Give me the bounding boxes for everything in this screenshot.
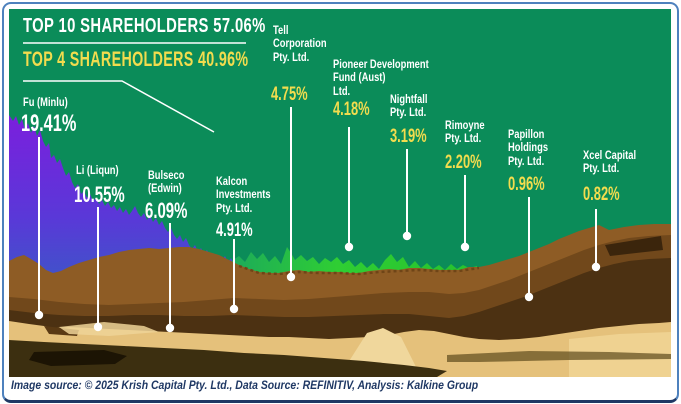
- shareholder-name-xcel: Xcel Capital Pty. Ltd.: [583, 148, 637, 176]
- chart-subtitle: TOP 4 SHAREHOLDERS 40.96%: [23, 48, 249, 71]
- shareholder-pct-nightfall: 3.19%: [390, 126, 427, 147]
- callout-dot-nightfall: [402, 231, 412, 241]
- callout-dot-tell: [286, 272, 296, 282]
- callout-dots: [34, 231, 601, 333]
- shareholder-pct-fu: 19.41%: [21, 110, 77, 137]
- shareholder-pct-li: 10.55%: [74, 182, 125, 207]
- landscape-canvas: TOP 10 SHAREHOLDERS 57.06% TOP 4 SHAREHO…: [9, 9, 671, 377]
- bottom-dark-band: [9, 340, 447, 377]
- shareholder-name-kalcon: Kalcon Investments Pty. Ltd.: [216, 174, 271, 215]
- shareholder-pct-bulseco: 6.09%: [145, 198, 188, 223]
- callout-lines: [38, 107, 597, 328]
- shareholder-pct-tell: 4.75%: [271, 84, 308, 105]
- shareholder-pct-papillon: 0.96%: [508, 174, 545, 195]
- shareholder-name-bulseco: Bulseco (Edwin): [148, 168, 185, 196]
- subtitle-underline-pointer: [23, 80, 215, 133]
- sand-light-left: [59, 322, 159, 336]
- callout-dot-li: [93, 322, 103, 332]
- callout-dot-kalcon: [229, 304, 239, 314]
- shareholder-name-pioneer: Pioneer Development Fund (Aust) Ltd.: [333, 57, 429, 98]
- shareholder-pct-rimoyne: 2.20%: [445, 152, 482, 173]
- chart-title: TOP 10 SHAREHOLDERS 57.06%: [23, 15, 266, 37]
- ridge-shadow-patch: [605, 236, 663, 256]
- shareholder-name-li: Li (Liqun): [76, 163, 119, 177]
- bottom-streak: [447, 351, 671, 362]
- callout-dot-pioneer: [344, 242, 354, 252]
- landscape-illustration: [9, 9, 671, 377]
- shareholder-pct-xcel: 0.82%: [583, 184, 620, 205]
- callout-dot-fu: [34, 310, 44, 320]
- shareholder-name-rimoyne: Rimoyne Pty. Ltd.: [445, 118, 485, 146]
- callout-dot-papillon: [524, 292, 534, 302]
- bottom-darkest-patch: [29, 350, 127, 366]
- shareholder-pct-kalcon: 4.91%: [216, 220, 253, 241]
- source-caption: Image source: © 2025 Krish Capital Pty. …: [11, 378, 479, 392]
- ridge-texture: [238, 264, 480, 276]
- shareholder-pct-pioneer: 4.18%: [333, 99, 370, 120]
- callout-dot-xcel: [591, 262, 601, 272]
- shareholder-name-fu: Fu (Minlu): [23, 95, 68, 109]
- shareholder-name-papillon: Papillon Holdings Pty. Ltd.: [508, 127, 549, 168]
- callout-dot-bulseco: [165, 323, 175, 333]
- shareholder-name-nightfall: Nightfall Pty. Ltd.: [390, 92, 428, 120]
- callout-dot-rimoyne: [460, 242, 470, 252]
- shareholder-name-tell: Tell Corporation Pty. Ltd.: [273, 23, 327, 64]
